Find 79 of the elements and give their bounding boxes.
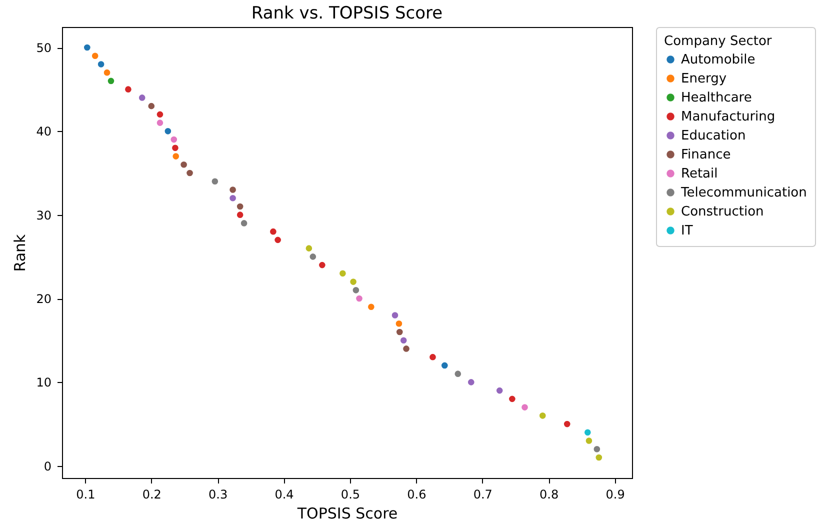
y-tick-label: 40 (36, 124, 52, 139)
point (367, 303, 375, 311)
point (180, 160, 188, 168)
legend-label: Healthcare (681, 90, 752, 106)
point (103, 68, 111, 76)
point (305, 244, 313, 252)
x-tick-label: 0.7 (473, 488, 492, 502)
point (107, 77, 115, 85)
point (240, 219, 248, 227)
point (440, 362, 448, 370)
point (508, 395, 516, 403)
y-tick-label: 50 (36, 41, 52, 55)
point (467, 378, 475, 386)
x-tick-label: 0.3 (208, 488, 228, 502)
point (395, 320, 403, 328)
point (97, 60, 105, 68)
point (156, 119, 164, 127)
y-tick-label: 0 (44, 459, 52, 474)
point (318, 261, 326, 269)
point (454, 370, 462, 378)
x-axis-title: TOPSIS Score (296, 504, 398, 522)
point (496, 386, 504, 394)
legend-label: Construction (681, 204, 764, 220)
y-tick-label: 30 (36, 208, 52, 222)
legend-label: Finance (681, 148, 731, 162)
point (355, 294, 364, 302)
point (274, 236, 282, 244)
point (83, 44, 91, 52)
point (186, 169, 194, 177)
legend-label: Automobile (681, 52, 756, 68)
point (124, 86, 132, 94)
point (595, 454, 603, 462)
x-tick-label: 0.6 (407, 488, 426, 502)
point (391, 312, 399, 320)
point (352, 286, 360, 294)
point (338, 270, 346, 278)
x-tick-label: 0.1 (76, 488, 96, 502)
legend-label: Manufacturing (681, 110, 776, 124)
y-tick-label: 20 (36, 292, 52, 306)
point (585, 437, 593, 445)
point (236, 202, 244, 210)
point (171, 144, 179, 152)
point (400, 336, 408, 344)
y-axis-title: Rank (11, 234, 30, 272)
point (269, 228, 277, 236)
point (229, 194, 237, 202)
legend-label: IT (681, 224, 693, 238)
point (170, 136, 178, 144)
legend-title: Company Sector (664, 34, 772, 49)
point (172, 152, 180, 160)
x-tick-label: 0.4 (274, 488, 294, 502)
point (164, 127, 172, 135)
point (402, 344, 410, 352)
legend-label: Telecommunication (680, 186, 807, 200)
point (229, 186, 237, 194)
y-tick-label: 10 (36, 376, 52, 390)
point (138, 94, 146, 102)
point (563, 420, 571, 428)
point (584, 428, 592, 436)
point (350, 278, 358, 286)
x-tick-label: 0.8 (540, 488, 559, 502)
point (148, 102, 156, 110)
x-tick-label: 0.9 (606, 488, 625, 502)
x-tick-label: 0.2 (142, 488, 162, 502)
point (156, 110, 164, 118)
point (211, 178, 219, 186)
point (428, 353, 436, 361)
legend-label: Education (681, 128, 746, 144)
point (236, 211, 244, 219)
point (520, 404, 529, 412)
legend-label: Energy (681, 72, 727, 86)
point (396, 328, 404, 336)
point (538, 412, 546, 420)
point (593, 445, 601, 453)
x-tick-label: 0.5 (340, 488, 360, 502)
point (91, 52, 99, 60)
legend-label: Retail (681, 166, 718, 182)
point (309, 252, 317, 260)
chart-title: Rank vs. TOPSIS Score (251, 4, 443, 24)
